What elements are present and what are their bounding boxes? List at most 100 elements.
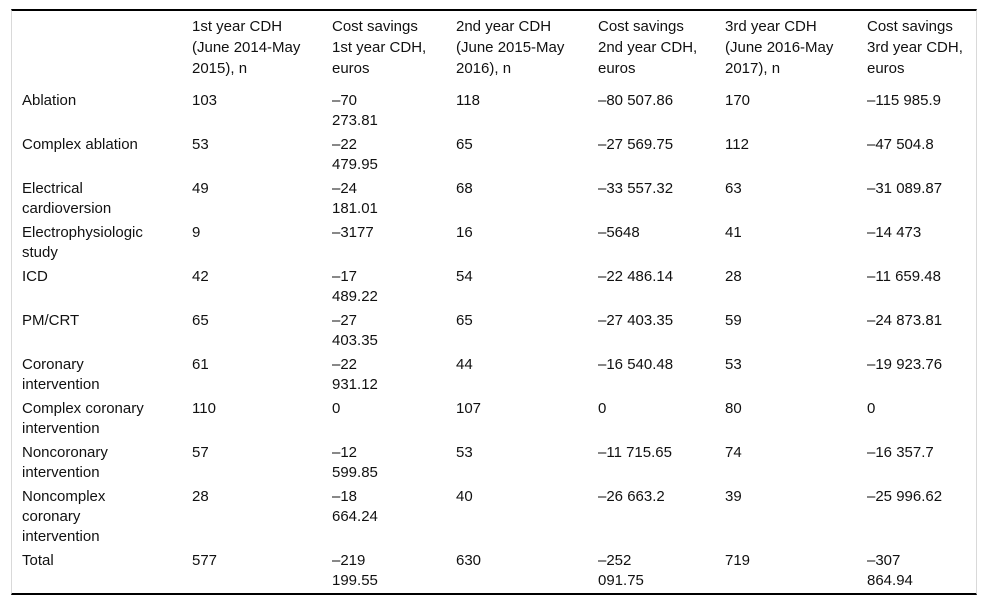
column-header-cost-savings-1st-year: Cost savings 1st year CDH, euros (332, 18, 427, 77)
table-row-ablation: Ablation 103 –70 273.81 118 –80 507.86 1… (12, 89, 976, 133)
table-cell: –16 540.48 (598, 356, 674, 373)
table-cell: 0 (332, 400, 341, 417)
table-cell: –27 569.75 (598, 136, 674, 153)
table-cell: 39 (725, 488, 742, 505)
table-cell: 170 (725, 92, 751, 109)
row-label: Complex ablation (22, 136, 138, 153)
table-row-complex-ablation: Complex ablation 53 –22 479.95 65 –27 56… (12, 133, 976, 177)
table-cell: 0 (598, 400, 607, 417)
column-header-cost-savings-3rd-year: Cost savings 3rd year CDH, euros (867, 18, 963, 77)
row-label: Complex coronary intervention (22, 400, 144, 437)
table-cell: 16 (456, 224, 473, 241)
table-cell: 41 (725, 224, 742, 241)
table-cell: –16 357.7 (867, 444, 934, 461)
row-label: Total (22, 552, 54, 569)
table-cell: –252 091.75 (598, 552, 644, 589)
table-cell: –115 985.9 (867, 92, 941, 109)
table-cell: 107 (456, 400, 482, 417)
table-cell: –307 864.94 (867, 552, 913, 589)
table-cell: –12 599.85 (332, 444, 378, 481)
table-cell: 61 (192, 356, 209, 373)
table-cell: 65 (456, 136, 473, 153)
cost-savings-table-container: 1st year CDH (June 2014-May 2015), n Cos… (11, 9, 977, 595)
table-cell: 577 (192, 552, 218, 569)
row-label: Ablation (22, 92, 77, 109)
table-cell: 65 (456, 312, 473, 329)
column-header-3rd-year-n: 3rd year CDH (June 2016-May 2017), n (725, 18, 834, 77)
table-cell: –22 486.14 (598, 268, 674, 285)
table-cell: 57 (192, 444, 209, 461)
table-cell: –17 489.22 (332, 268, 378, 305)
column-header-1st-year-n: 1st year CDH (June 2014-May 2015), n (192, 18, 301, 77)
row-label: Electrical cardioversion (22, 180, 112, 217)
table-cell: 44 (456, 356, 473, 373)
table-cell: –11 715.65 (598, 444, 672, 461)
table-cell: 54 (456, 268, 473, 285)
table-cell: –47 504.8 (867, 136, 934, 153)
table-cell: 630 (456, 552, 482, 569)
table-cell: 9 (192, 224, 201, 241)
table-row-total: Total 577 –219 199.55 630 –252 091.75 71… (12, 549, 976, 593)
table-cell: 63 (725, 180, 742, 197)
table-cell: –26 663.2 (598, 488, 665, 505)
column-header-2nd-year-n: 2nd year CDH (June 2015-May 2016), n (456, 18, 565, 77)
table-cell: 80 (725, 400, 742, 417)
table-cell: 103 (192, 92, 218, 109)
table-cell: –25 996.62 (867, 488, 943, 505)
column-header-cost-savings-2nd-year: Cost savings 2nd year CDH, euros (598, 18, 698, 77)
table-cell: –80 507.86 (598, 92, 674, 109)
table-body: Ablation 103 –70 273.81 118 –80 507.86 1… (12, 89, 976, 593)
table-cell: 719 (725, 552, 751, 569)
table-cell: 118 (456, 92, 480, 109)
table-cell: –31 089.87 (867, 180, 943, 197)
cost-savings-table: 1st year CDH (June 2014-May 2015), n Cos… (12, 11, 976, 593)
table-cell: –22 931.12 (332, 356, 378, 393)
table-row-coronary-intervention: Coronary intervention 61 –22 931.12 44 –… (12, 353, 976, 397)
table-cell: –11 659.48 (867, 268, 941, 285)
table-cell: 110 (192, 400, 216, 417)
table-row-pm-crt: PM/CRT 65 –27 403.35 65 –27 403.35 59 –2… (12, 309, 976, 353)
table-header: 1st year CDH (June 2014-May 2015), n Cos… (12, 11, 976, 89)
table-row-noncoronary-intervention: Noncoronary intervention 57 –12 599.85 5… (12, 441, 976, 485)
table-row-electrical-cardioversion: Electrical cardioversion 49 –24 181.01 6… (12, 177, 976, 221)
table-cell: –3177 (332, 224, 374, 241)
table-cell: 28 (192, 488, 209, 505)
table-cell: –22 479.95 (332, 136, 378, 173)
row-label: Coronary intervention (22, 356, 100, 393)
table-cell: –24 873.81 (867, 312, 943, 329)
table-cell: 40 (456, 488, 473, 505)
table-cell: 68 (456, 180, 473, 197)
table-cell: –18 664.24 (332, 488, 378, 525)
table-row-icd: ICD 42 –17 489.22 54 –22 486.14 28 –11 6… (12, 265, 976, 309)
table-cell: –5648 (598, 224, 640, 241)
table-cell: 112 (725, 136, 749, 153)
row-label: Noncomplex coronary intervention (22, 488, 106, 545)
table-cell: 0 (867, 400, 876, 417)
table-cell: 28 (725, 268, 742, 285)
table-cell: –27 403.35 (598, 312, 674, 329)
table-row-electrophysiologic-study: Electrophysiologic study 9 –3177 16 –564… (12, 221, 976, 265)
table-cell: –33 557.32 (598, 180, 674, 197)
table-cell: –219 199.55 (332, 552, 378, 589)
table-cell: –24 181.01 (332, 180, 378, 217)
table-cell: –27 403.35 (332, 312, 378, 349)
table-cell: –14 473 (867, 224, 922, 241)
table-cell: 42 (192, 268, 209, 285)
table-cell: 59 (725, 312, 742, 329)
row-label: ICD (22, 268, 48, 285)
table-cell: 53 (725, 356, 742, 373)
table-cell: 53 (192, 136, 209, 153)
row-label: PM/CRT (22, 312, 80, 329)
table-cell: –19 923.76 (867, 356, 943, 373)
table-cell: 49 (192, 180, 209, 197)
table-row-complex-coronary-intervention: Complex coronary intervention 110 0 107 … (12, 397, 976, 441)
table-cell: 65 (192, 312, 209, 329)
column-header-empty (12, 11, 192, 89)
table-cell: 74 (725, 444, 742, 461)
table-cell: 53 (456, 444, 473, 461)
row-label: Noncoronary intervention (22, 444, 108, 481)
row-label: Electrophysiologic study (22, 224, 143, 261)
header-row: 1st year CDH (June 2014-May 2015), n Cos… (12, 11, 976, 89)
table-row-noncomplex-coronary-intervention: Noncomplex coronary intervention 28 –18 … (12, 485, 976, 549)
